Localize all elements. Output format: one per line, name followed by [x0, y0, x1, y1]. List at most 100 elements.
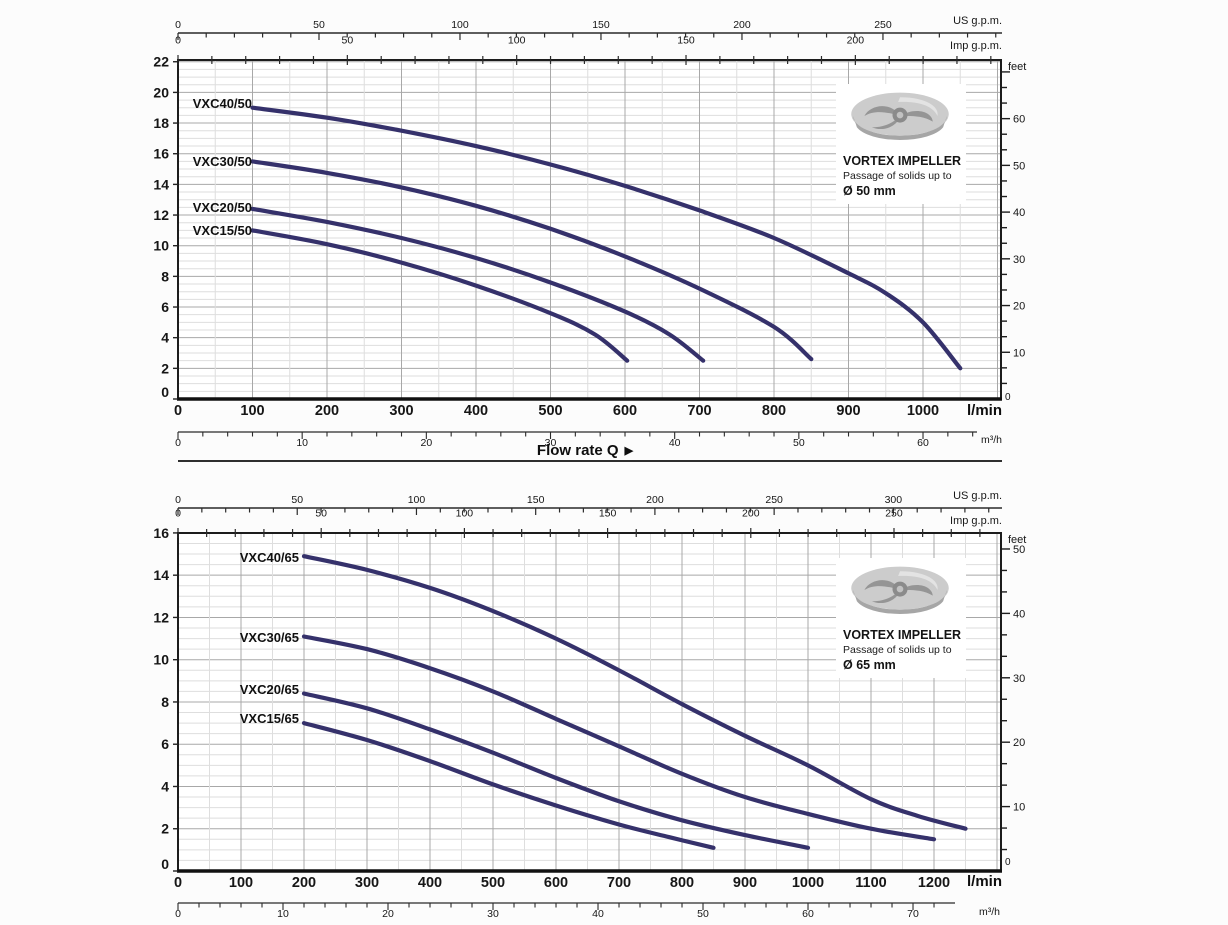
imp-gpm-tick-label: 150 — [677, 35, 695, 47]
feet-tick-label: 50 — [1013, 160, 1025, 172]
curve-label-vxc15-65: VXC15/65 — [239, 711, 299, 726]
impeller-size: Ø 50 mm — [843, 184, 896, 198]
lmin-tick-label: 200 — [315, 403, 339, 419]
head-m-tick-label: 0 — [161, 384, 169, 400]
flow-rate-arrow-icon: ▶ — [624, 445, 634, 457]
lmin-tick-label: 400 — [464, 403, 488, 419]
us-gpm-tick-label: 0 — [175, 19, 181, 31]
feet-tick-label: 10 — [1013, 347, 1025, 359]
lmin-tick-label: 900 — [733, 875, 757, 891]
us-gpm-unit-label-65: US g.p.m. — [953, 490, 1002, 502]
curve-label-vxc40-65: VXC40/65 — [239, 550, 299, 565]
imp-gpm-tick-label: 0 — [175, 508, 181, 520]
lmin-tick-label: 700 — [607, 875, 631, 891]
lmin-tick-label: 800 — [670, 875, 694, 891]
m3h-unit-label-50: m³/h — [981, 434, 1002, 446]
imp-gpm-tick-label: 100 — [508, 35, 526, 47]
m3h-tick-label: 20 — [420, 437, 432, 449]
imp-gpm-unit-label-65: Imp g.p.m. — [950, 515, 1002, 527]
impeller-title: VORTEX IMPELLER — [843, 154, 962, 168]
us-gpm-tick-label: 100 — [451, 19, 469, 31]
head-m-tick-label: 4 — [161, 330, 169, 346]
feet-tick-label: 30 — [1013, 673, 1025, 685]
us-gpm-unit-label-50: US g.p.m. — [953, 15, 1002, 27]
lmin-tick-label: 1100 — [855, 875, 886, 891]
curve-label-vxc40-50: VXC40/50 — [192, 96, 252, 111]
lmin-tick-label: 1000 — [792, 875, 824, 891]
imp-gpm-tick-label: 0 — [175, 35, 181, 47]
imp-gpm-tick-label: 100 — [456, 508, 474, 520]
head-m-tick-label: 6 — [161, 299, 169, 315]
imp-gpm-tick-label: 200 — [847, 35, 865, 47]
head-m-tick-label: 10 — [153, 652, 169, 668]
head-m-tick-label: 16 — [153, 146, 169, 162]
impeller-size: Ø 65 mm — [843, 658, 896, 672]
feet-tick-label: 10 — [1013, 802, 1025, 814]
lmin-tick-label: 200 — [292, 875, 316, 891]
feet-zero-label-65: 0 — [1005, 857, 1011, 868]
head-m-tick-label: 12 — [153, 609, 169, 625]
m3h-tick-label: 50 — [697, 908, 709, 920]
m3h-tick-label: 70 — [907, 908, 919, 920]
curve-VXC15-65 — [301, 721, 716, 850]
head-m-tick-label: 0 — [161, 856, 169, 872]
imp-gpm-tick-label: 200 — [742, 508, 760, 520]
feet-zero-label-50: 0 — [1005, 392, 1011, 403]
head-m-tick-label: 16 — [153, 525, 169, 541]
m3h-tick-label: 10 — [277, 908, 289, 920]
us-gpm-tick-label: 50 — [291, 494, 303, 506]
head-m-tick-label: 20 — [153, 84, 169, 100]
impeller-title: VORTEX IMPELLER — [843, 628, 962, 642]
impeller-note-50: VORTEX IMPELLER Passage of solids up to … — [836, 84, 966, 204]
curve-VXC20-50 — [250, 206, 706, 363]
lmin-tick-label: 1000 — [907, 403, 939, 419]
us-gpm-tick-label: 50 — [313, 19, 325, 31]
curve-label-vxc20-50: VXC20/50 — [192, 200, 252, 215]
feet-tick-label: 20 — [1013, 301, 1025, 313]
us-gpm-tick-label: 0 — [175, 494, 181, 506]
lmin-tick-label: 300 — [389, 403, 413, 419]
imp-gpm-tick-label: 50 — [341, 35, 353, 47]
lmin-tick-label: 100 — [229, 875, 253, 891]
imp-gpm-tick-label: 250 — [885, 508, 903, 520]
lmin-tick-label: 400 — [418, 875, 442, 891]
flow-rate-axis-title: Flow rate Q ▶ — [455, 442, 715, 459]
us-gpm-tick-label: 250 — [765, 494, 783, 506]
curve-label-vxc20-65: VXC20/65 — [239, 682, 299, 697]
lmin-tick-label: 500 — [538, 403, 562, 419]
curve-label-vxc30-65: VXC30/65 — [239, 630, 299, 645]
lmin-unit-label-50: l/min — [966, 402, 1002, 419]
m3h-tick-label: 60 — [917, 437, 929, 449]
curve-label-vxc30-50: VXC30/50 — [192, 154, 252, 169]
head-m-tick-label: 8 — [161, 694, 169, 710]
head-m-tick-label: 22 — [153, 54, 169, 70]
impeller-note-65: VORTEX IMPELLER Passage of solids up to … — [836, 558, 966, 678]
curve-VXC40-50 — [250, 105, 963, 371]
lmin-tick-label: 0 — [174, 875, 182, 891]
lmin-tick-label: 700 — [687, 403, 711, 419]
us-gpm-tick-label: 300 — [885, 494, 903, 506]
lmin-tick-label: 500 — [481, 875, 505, 891]
m3h-tick-label: 40 — [669, 437, 681, 449]
m3h-tick-label: 0 — [175, 908, 181, 920]
imp-gpm-tick-label: 150 — [599, 508, 617, 520]
impeller-subtitle: Passage of solids up to — [843, 170, 952, 182]
head-m-tick-label: 18 — [153, 115, 169, 131]
lmin-tick-label: 600 — [544, 875, 568, 891]
lmin-tick-label: 100 — [240, 403, 264, 419]
m3h-unit-label-65: m³/h — [979, 906, 1000, 918]
lmin-tick-label: 300 — [355, 875, 379, 891]
lmin-tick-label: 600 — [613, 403, 637, 419]
feet-tick-label: 20 — [1013, 737, 1025, 749]
vortex-impeller-image — [851, 566, 949, 614]
curve-VXC30-50 — [250, 159, 814, 362]
head-m-tick-label: 12 — [153, 207, 169, 223]
feet-tick-label: 40 — [1013, 207, 1025, 219]
m3h-tick-label: 10 — [296, 437, 308, 449]
head-m-tick-label: 10 — [153, 238, 169, 254]
flow-rate-text: Flow rate Q — [536, 442, 619, 459]
head-m-tick-label: 14 — [153, 176, 169, 192]
head-m-tick-label: 6 — [161, 736, 169, 752]
